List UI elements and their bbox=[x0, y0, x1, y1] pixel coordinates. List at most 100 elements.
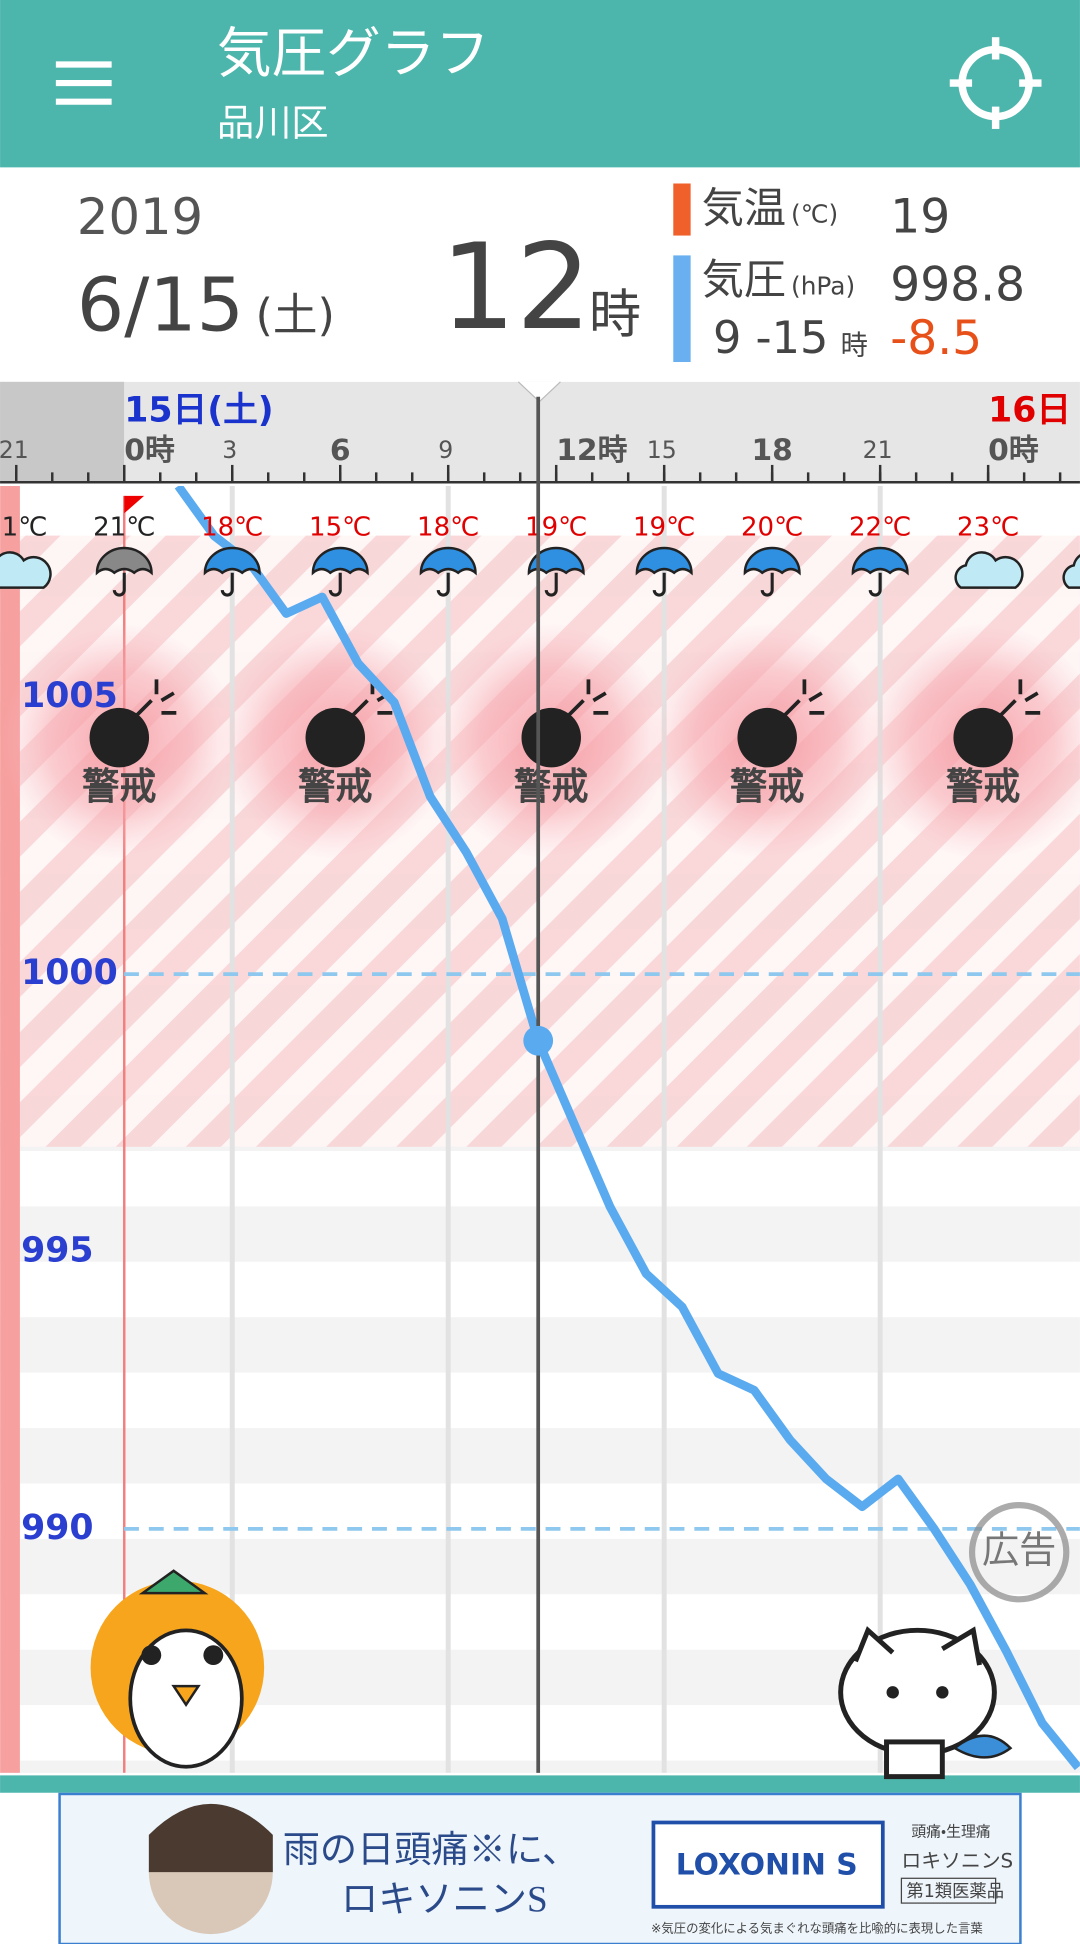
pressure-line bbox=[174, 486, 1080, 1771]
hour: 12 bbox=[440, 219, 591, 357]
x-tick-label: 3 bbox=[222, 436, 237, 464]
x-tick-label: 0時 bbox=[988, 433, 1039, 468]
x-tick-label: 15 bbox=[647, 436, 677, 464]
ad-class: 第1類医薬品 bbox=[906, 1882, 1004, 1902]
x-tick-label: 12時 bbox=[556, 433, 627, 468]
temp-value: 19 bbox=[890, 189, 950, 244]
umbrella-handle bbox=[220, 572, 234, 597]
y-tick-label: 1000 bbox=[21, 953, 118, 993]
umbrella-handle bbox=[328, 572, 342, 597]
bomb-fuse bbox=[783, 679, 825, 717]
temp-label: 22℃ bbox=[849, 513, 911, 543]
cloud-icon bbox=[954, 551, 1024, 589]
ad-headline: 雨の日頭痛※に、 bbox=[283, 1830, 579, 1871]
umbrella-icon bbox=[95, 546, 153, 576]
x-tick-label: 21 bbox=[0, 436, 29, 464]
range-unit: 時 bbox=[841, 331, 868, 362]
range: 9 -15 bbox=[713, 312, 828, 364]
umbrella-handle bbox=[652, 572, 666, 597]
alert-label: 警戒 bbox=[730, 764, 804, 808]
bomb bbox=[953, 707, 1013, 768]
ad-banner[interactable]: 雨の日頭痛※に、 ロキソニンS LOXONIN S 頭痛・生理痛 ロキソニンS … bbox=[58, 1792, 1022, 1944]
year: 2019 bbox=[77, 188, 203, 246]
x-tick-label: 18 bbox=[751, 433, 792, 468]
umbrella-handle bbox=[544, 572, 558, 597]
temp-label: 20℃ bbox=[741, 513, 803, 543]
bomb-fuse bbox=[567, 679, 609, 717]
pressure-value: 998.8 bbox=[890, 258, 1025, 313]
umbrella-handle bbox=[112, 572, 126, 597]
umbrella-handle bbox=[868, 572, 882, 597]
ad-badge-ring bbox=[968, 1502, 1070, 1603]
umbrella-handle bbox=[436, 572, 450, 597]
ad-badge-label: 広告 bbox=[982, 1528, 1056, 1572]
cursor-point bbox=[523, 1025, 554, 1056]
app-title: 気圧グラフ bbox=[217, 21, 490, 85]
y-tick-label: 1005 bbox=[21, 676, 118, 716]
menu-button[interactable] bbox=[55, 61, 112, 105]
temp-label: 15℃ bbox=[309, 513, 371, 543]
date-label: 15日(土) bbox=[124, 391, 273, 431]
pressure-change: -8.5 bbox=[890, 311, 982, 366]
cloud-icon bbox=[1062, 554, 1080, 589]
weekday: (土) bbox=[255, 290, 334, 342]
umbrella-icon bbox=[203, 546, 261, 576]
bottom-bar bbox=[0, 1775, 1080, 1793]
bomb-fuse bbox=[999, 679, 1041, 717]
app-bar bbox=[0, 0, 1080, 168]
bomb-fuse bbox=[351, 679, 393, 717]
umbrella-icon bbox=[743, 546, 801, 576]
ad-name: ロキソニンS bbox=[901, 1850, 1013, 1873]
x-tick-label: 9 bbox=[438, 436, 453, 464]
umbrella-icon bbox=[851, 546, 909, 576]
umbrella-icon bbox=[311, 546, 369, 576]
alert-label: 警戒 bbox=[514, 764, 588, 808]
locate-button[interactable] bbox=[949, 37, 1042, 129]
umbrella-icon bbox=[419, 546, 477, 576]
x-tick-label: 21 bbox=[863, 436, 893, 464]
bomb-fuse bbox=[135, 679, 177, 717]
ad-product: ロキソニンS bbox=[341, 1880, 548, 1921]
date: 6/15 bbox=[77, 261, 244, 348]
temp-label: 21℃ bbox=[93, 513, 155, 543]
alert-label: 警戒 bbox=[946, 764, 1020, 808]
y-tick-label: 990 bbox=[21, 1508, 93, 1548]
temp-label: 19℃ bbox=[525, 513, 587, 543]
temp-label: 21℃ bbox=[0, 513, 47, 543]
umbrella-icon bbox=[635, 546, 693, 576]
temp-label: 気温 bbox=[702, 183, 786, 232]
ad-note: ※気圧の変化による気まぐれな頭痛を比喩的に表現した言葉 bbox=[651, 1921, 983, 1936]
bomb bbox=[89, 707, 150, 768]
ad-brand: LOXONIN S bbox=[676, 1847, 858, 1882]
owl-character bbox=[90, 1569, 265, 1769]
ad-badge[interactable]: 広告 bbox=[968, 1502, 1070, 1603]
pressure-label: 気圧 bbox=[702, 255, 786, 304]
temp-swatch bbox=[673, 183, 691, 236]
pressure-swatch bbox=[673, 255, 691, 363]
temp-unit: (℃) bbox=[791, 200, 838, 229]
hour-unit: 時 bbox=[589, 286, 641, 346]
alert-label: 警戒 bbox=[298, 764, 372, 808]
location: 品川区 bbox=[217, 101, 329, 145]
cat-character bbox=[838, 1626, 1013, 1780]
past-edge bbox=[0, 486, 20, 1773]
now-flag bbox=[124, 495, 145, 514]
temp-label: 18℃ bbox=[201, 513, 263, 543]
umbrella-handle bbox=[760, 572, 774, 597]
ad-use: 頭痛・生理痛 bbox=[911, 1822, 990, 1840]
temp-label: 18℃ bbox=[417, 513, 479, 543]
x-tick-label: 6 bbox=[330, 433, 351, 468]
umbrella-icon bbox=[527, 546, 585, 576]
bomb bbox=[737, 707, 797, 768]
bomb bbox=[521, 707, 581, 768]
x-tick-label: 0時 bbox=[124, 433, 175, 468]
cloud-icon bbox=[0, 551, 52, 589]
pressure-unit: (hPa) bbox=[791, 272, 855, 301]
bomb bbox=[305, 707, 366, 768]
past-strip bbox=[0, 381, 125, 484]
date-label: 16日 bbox=[988, 391, 1071, 431]
y-tick-label: 995 bbox=[21, 1230, 93, 1270]
alert-label: 警戒 bbox=[82, 764, 156, 808]
